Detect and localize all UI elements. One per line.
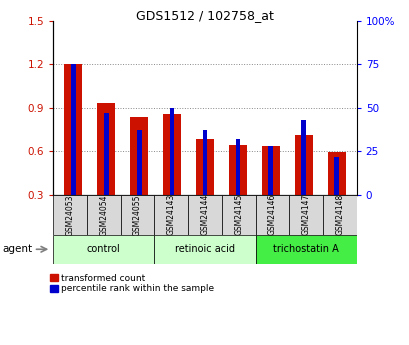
Bar (53, 195, 87, 235)
Text: GSM24055: GSM24055 (133, 194, 142, 236)
Text: GDS1512 / 102758_at: GDS1512 / 102758_at (136, 9, 273, 22)
Text: retinoic acid: retinoic acid (175, 244, 234, 254)
Text: GSM24054: GSM24054 (99, 194, 108, 236)
Bar (228, 145, 247, 195)
Text: GSM24146: GSM24146 (267, 194, 276, 235)
Bar (261, 146, 279, 195)
Text: agent: agent (2, 244, 32, 254)
Bar (334, 157, 339, 195)
Bar (130, 117, 148, 195)
Text: GSM24053: GSM24053 (65, 194, 74, 236)
Text: GSM24147: GSM24147 (301, 194, 310, 235)
Bar (268, 146, 273, 195)
Bar (322, 195, 356, 235)
Bar (162, 114, 181, 195)
Bar (64, 63, 82, 195)
Bar (169, 108, 174, 195)
Bar (235, 139, 240, 195)
Bar (154, 195, 188, 235)
Text: trichostatin A: trichostatin A (272, 244, 338, 254)
Bar (202, 130, 207, 195)
Bar (327, 152, 345, 195)
Bar (289, 195, 322, 235)
Text: control: control (87, 244, 120, 254)
Text: GSM24144: GSM24144 (200, 194, 209, 235)
Bar (301, 120, 306, 195)
Text: GSM24145: GSM24145 (234, 194, 243, 235)
Bar (53, 235, 154, 264)
Bar (255, 195, 289, 235)
Text: GSM24148: GSM24148 (335, 194, 344, 235)
Text: GSM24143: GSM24143 (166, 194, 175, 235)
Bar (103, 113, 108, 195)
Bar (188, 195, 221, 235)
Bar (136, 130, 141, 195)
Bar (294, 135, 312, 195)
Legend: transformed count, percentile rank within the sample: transformed count, percentile rank withi… (49, 274, 214, 293)
Bar (221, 195, 255, 235)
Bar (255, 235, 356, 264)
Bar (70, 64, 75, 195)
Bar (87, 195, 120, 235)
Bar (196, 139, 213, 195)
Bar (154, 235, 255, 264)
Bar (97, 104, 115, 195)
Bar (120, 195, 154, 235)
